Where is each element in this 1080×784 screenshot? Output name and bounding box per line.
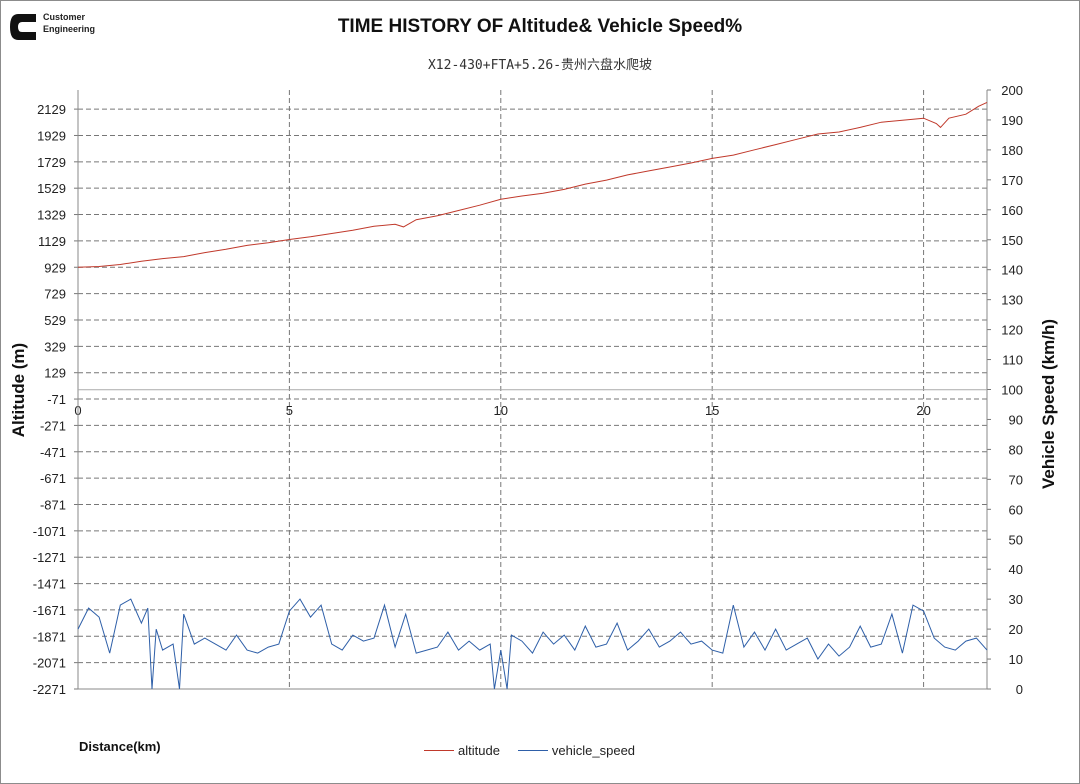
- y-tick-label: 1529: [37, 181, 66, 196]
- y2-tick-label: 30: [1009, 592, 1023, 607]
- legend-swatch-vehicle-speed: [517, 750, 548, 751]
- y-tick-label: -71: [47, 392, 66, 407]
- legend-item-altitude: altitude: [424, 743, 500, 758]
- y-tick-label: -1471: [33, 577, 66, 592]
- legend-label-vehicle-speed: vehicle_speed: [551, 743, 636, 758]
- legend-label-altitude: altitude: [458, 743, 500, 758]
- y-tick-label: 129: [44, 366, 66, 381]
- y2-tick-label: 190: [1001, 113, 1023, 128]
- logo-line-1: Customer: [43, 12, 86, 22]
- y2-tick-label: 20: [1009, 622, 1023, 637]
- y2-tick-label: 100: [1001, 383, 1023, 398]
- x-tick-label: 10: [494, 403, 508, 418]
- legend-swatch-altitude: [424, 750, 454, 751]
- y2-tick-label: 180: [1001, 143, 1023, 158]
- y-tick-label: 729: [44, 287, 66, 302]
- y2-tick-label: 170: [1001, 173, 1023, 188]
- logo-text: Customer Engineering: [43, 11, 95, 35]
- y-tick-label: -671: [40, 471, 66, 486]
- y2-axis-label: Vehicle Speed (km/h): [1039, 319, 1058, 489]
- y-tick-label: 1729: [37, 155, 66, 170]
- y2-tick-label: 80: [1009, 442, 1023, 457]
- y2-tick-label: 60: [1009, 502, 1023, 517]
- x-tick-label: 15: [705, 403, 719, 418]
- y2-tick-label: 160: [1001, 203, 1023, 218]
- y2-tick-label: 0: [1016, 682, 1023, 697]
- y-tick-label: -2271: [33, 682, 66, 697]
- series-line-altitude: [77, 101, 988, 268]
- y-tick-label: -271: [40, 418, 66, 433]
- y-tick-label: 1929: [37, 128, 66, 143]
- y-tick-label: -1071: [33, 524, 66, 539]
- y-tick-label: -1671: [33, 603, 66, 618]
- chart-title: TIME HISTORY OF Altitude& Vehicle Speed%: [337, 16, 743, 37]
- y-tick-label: 2129: [37, 102, 66, 117]
- y-tick-label: -871: [40, 497, 66, 512]
- y2-tick-label: 140: [1001, 263, 1023, 278]
- y2-tick-label: 200: [1001, 83, 1023, 98]
- y-axis-label: Altitude (m): [9, 343, 28, 437]
- y-tick-label: 1329: [37, 208, 66, 223]
- y-tick-label: 929: [44, 260, 66, 275]
- x-axis-label: Distance(km): [79, 739, 161, 754]
- legend-item-vehicle-speed: vehicle_speed: [517, 743, 636, 758]
- y2-tick-label: 120: [1001, 323, 1023, 338]
- y-tick-label: 329: [44, 339, 66, 354]
- y-tick-label: 529: [44, 313, 66, 328]
- y2-tick-label: 70: [1009, 472, 1023, 487]
- y-tick-label: -471: [40, 445, 66, 460]
- y2-tick-label: 40: [1009, 562, 1023, 577]
- y-tick-label: -1271: [33, 550, 66, 565]
- y2-tick-label: 150: [1001, 233, 1023, 248]
- legend: altitude vehicle_speed: [424, 743, 653, 758]
- cummins-logo: [10, 14, 36, 40]
- chart-subtitle: X12-430+FTA+5.26-贵州六盘水爬坡: [427, 58, 653, 73]
- y2-tick-label: 110: [1002, 353, 1023, 368]
- y-tick-label: -1871: [33, 629, 66, 644]
- x-tick-label: 20: [916, 403, 930, 418]
- x-tick-label: 5: [286, 403, 293, 418]
- y2-tick-label: 50: [1009, 532, 1023, 547]
- y2-tick-label: 10: [1009, 652, 1023, 667]
- series-line-vehicle-speed: [77, 598, 988, 690]
- logo-line-2: Engineering: [43, 24, 96, 34]
- y-tick-label: 1129: [38, 234, 66, 249]
- y-tick-label: -2071: [33, 656, 66, 671]
- y2-tick-label: 90: [1009, 412, 1023, 427]
- y2-tick-label: 130: [1001, 293, 1023, 308]
